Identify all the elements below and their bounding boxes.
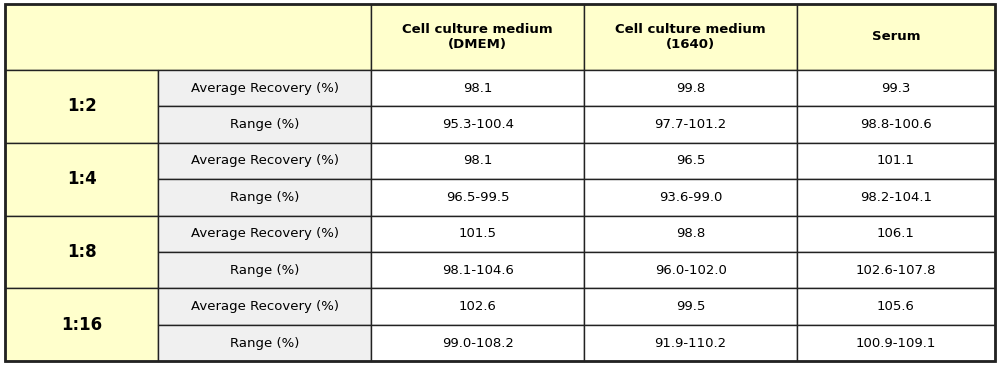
- Text: 99.8: 99.8: [676, 81, 705, 95]
- Text: 102.6: 102.6: [459, 300, 497, 313]
- Text: Average Recovery (%): Average Recovery (%): [191, 81, 339, 95]
- Text: 102.6-107.8: 102.6-107.8: [856, 264, 936, 277]
- Text: Cell culture medium
(1640): Cell culture medium (1640): [615, 23, 766, 51]
- Bar: [158, 179, 371, 216]
- Text: 98.8-100.6: 98.8-100.6: [860, 118, 932, 131]
- Bar: [584, 70, 797, 106]
- Bar: [158, 288, 371, 325]
- Text: 99.3: 99.3: [881, 81, 911, 95]
- Text: Average Recovery (%): Average Recovery (%): [191, 154, 339, 168]
- Text: 96.5-99.5: 96.5-99.5: [446, 191, 509, 204]
- Bar: [797, 216, 995, 252]
- Bar: [158, 143, 371, 179]
- Text: 100.9-109.1: 100.9-109.1: [856, 337, 936, 350]
- Bar: [371, 216, 584, 252]
- Bar: [584, 143, 797, 179]
- Text: 106.1: 106.1: [877, 227, 915, 240]
- Text: 1:8: 1:8: [67, 243, 97, 261]
- Bar: [371, 325, 584, 361]
- Bar: [5, 143, 158, 216]
- Bar: [158, 325, 371, 361]
- Bar: [584, 288, 797, 325]
- Bar: [584, 4, 797, 70]
- Text: 99.0-108.2: 99.0-108.2: [442, 337, 514, 350]
- Text: 97.7-101.2: 97.7-101.2: [654, 118, 727, 131]
- Text: 93.6-99.0: 93.6-99.0: [659, 191, 722, 204]
- Bar: [371, 4, 584, 70]
- Text: Average Recovery (%): Average Recovery (%): [191, 300, 339, 313]
- Bar: [584, 106, 797, 143]
- Text: 98.1: 98.1: [463, 154, 492, 168]
- Text: 101.5: 101.5: [459, 227, 497, 240]
- Bar: [797, 252, 995, 288]
- Bar: [797, 325, 995, 361]
- Bar: [584, 325, 797, 361]
- Text: 1:16: 1:16: [61, 316, 102, 334]
- Bar: [371, 70, 584, 106]
- Bar: [158, 216, 371, 252]
- Text: Range (%): Range (%): [230, 337, 300, 350]
- Bar: [5, 288, 158, 361]
- Bar: [5, 70, 158, 143]
- Text: Range (%): Range (%): [230, 264, 300, 277]
- Bar: [797, 4, 995, 70]
- Text: Serum: Serum: [872, 30, 920, 43]
- Bar: [797, 106, 995, 143]
- Bar: [584, 179, 797, 216]
- Bar: [371, 288, 584, 325]
- Text: 1:4: 1:4: [67, 170, 97, 188]
- Bar: [371, 179, 584, 216]
- Text: 98.2-104.1: 98.2-104.1: [860, 191, 932, 204]
- Bar: [584, 252, 797, 288]
- Text: 98.1: 98.1: [463, 81, 492, 95]
- Bar: [584, 216, 797, 252]
- Text: 105.6: 105.6: [877, 300, 915, 313]
- Text: Range (%): Range (%): [230, 118, 300, 131]
- Bar: [797, 70, 995, 106]
- Text: Cell culture medium
(DMEM): Cell culture medium (DMEM): [402, 23, 553, 51]
- Bar: [797, 288, 995, 325]
- Text: Range (%): Range (%): [230, 191, 300, 204]
- Bar: [371, 106, 584, 143]
- Text: 98.1-104.6: 98.1-104.6: [442, 264, 514, 277]
- Bar: [371, 143, 584, 179]
- Text: 1:2: 1:2: [67, 97, 97, 115]
- Text: 99.5: 99.5: [676, 300, 705, 313]
- Bar: [158, 106, 371, 143]
- Bar: [5, 4, 371, 70]
- Text: Average Recovery (%): Average Recovery (%): [191, 227, 339, 240]
- Text: 96.0-102.0: 96.0-102.0: [655, 264, 727, 277]
- Text: 101.1: 101.1: [877, 154, 915, 168]
- Bar: [5, 216, 158, 288]
- Text: 96.5: 96.5: [676, 154, 705, 168]
- Text: 95.3-100.4: 95.3-100.4: [442, 118, 514, 131]
- Bar: [371, 252, 584, 288]
- Bar: [158, 252, 371, 288]
- Text: 98.8: 98.8: [676, 227, 705, 240]
- Text: 91.9-110.2: 91.9-110.2: [655, 337, 727, 350]
- Bar: [797, 143, 995, 179]
- Bar: [797, 179, 995, 216]
- Bar: [158, 70, 371, 106]
